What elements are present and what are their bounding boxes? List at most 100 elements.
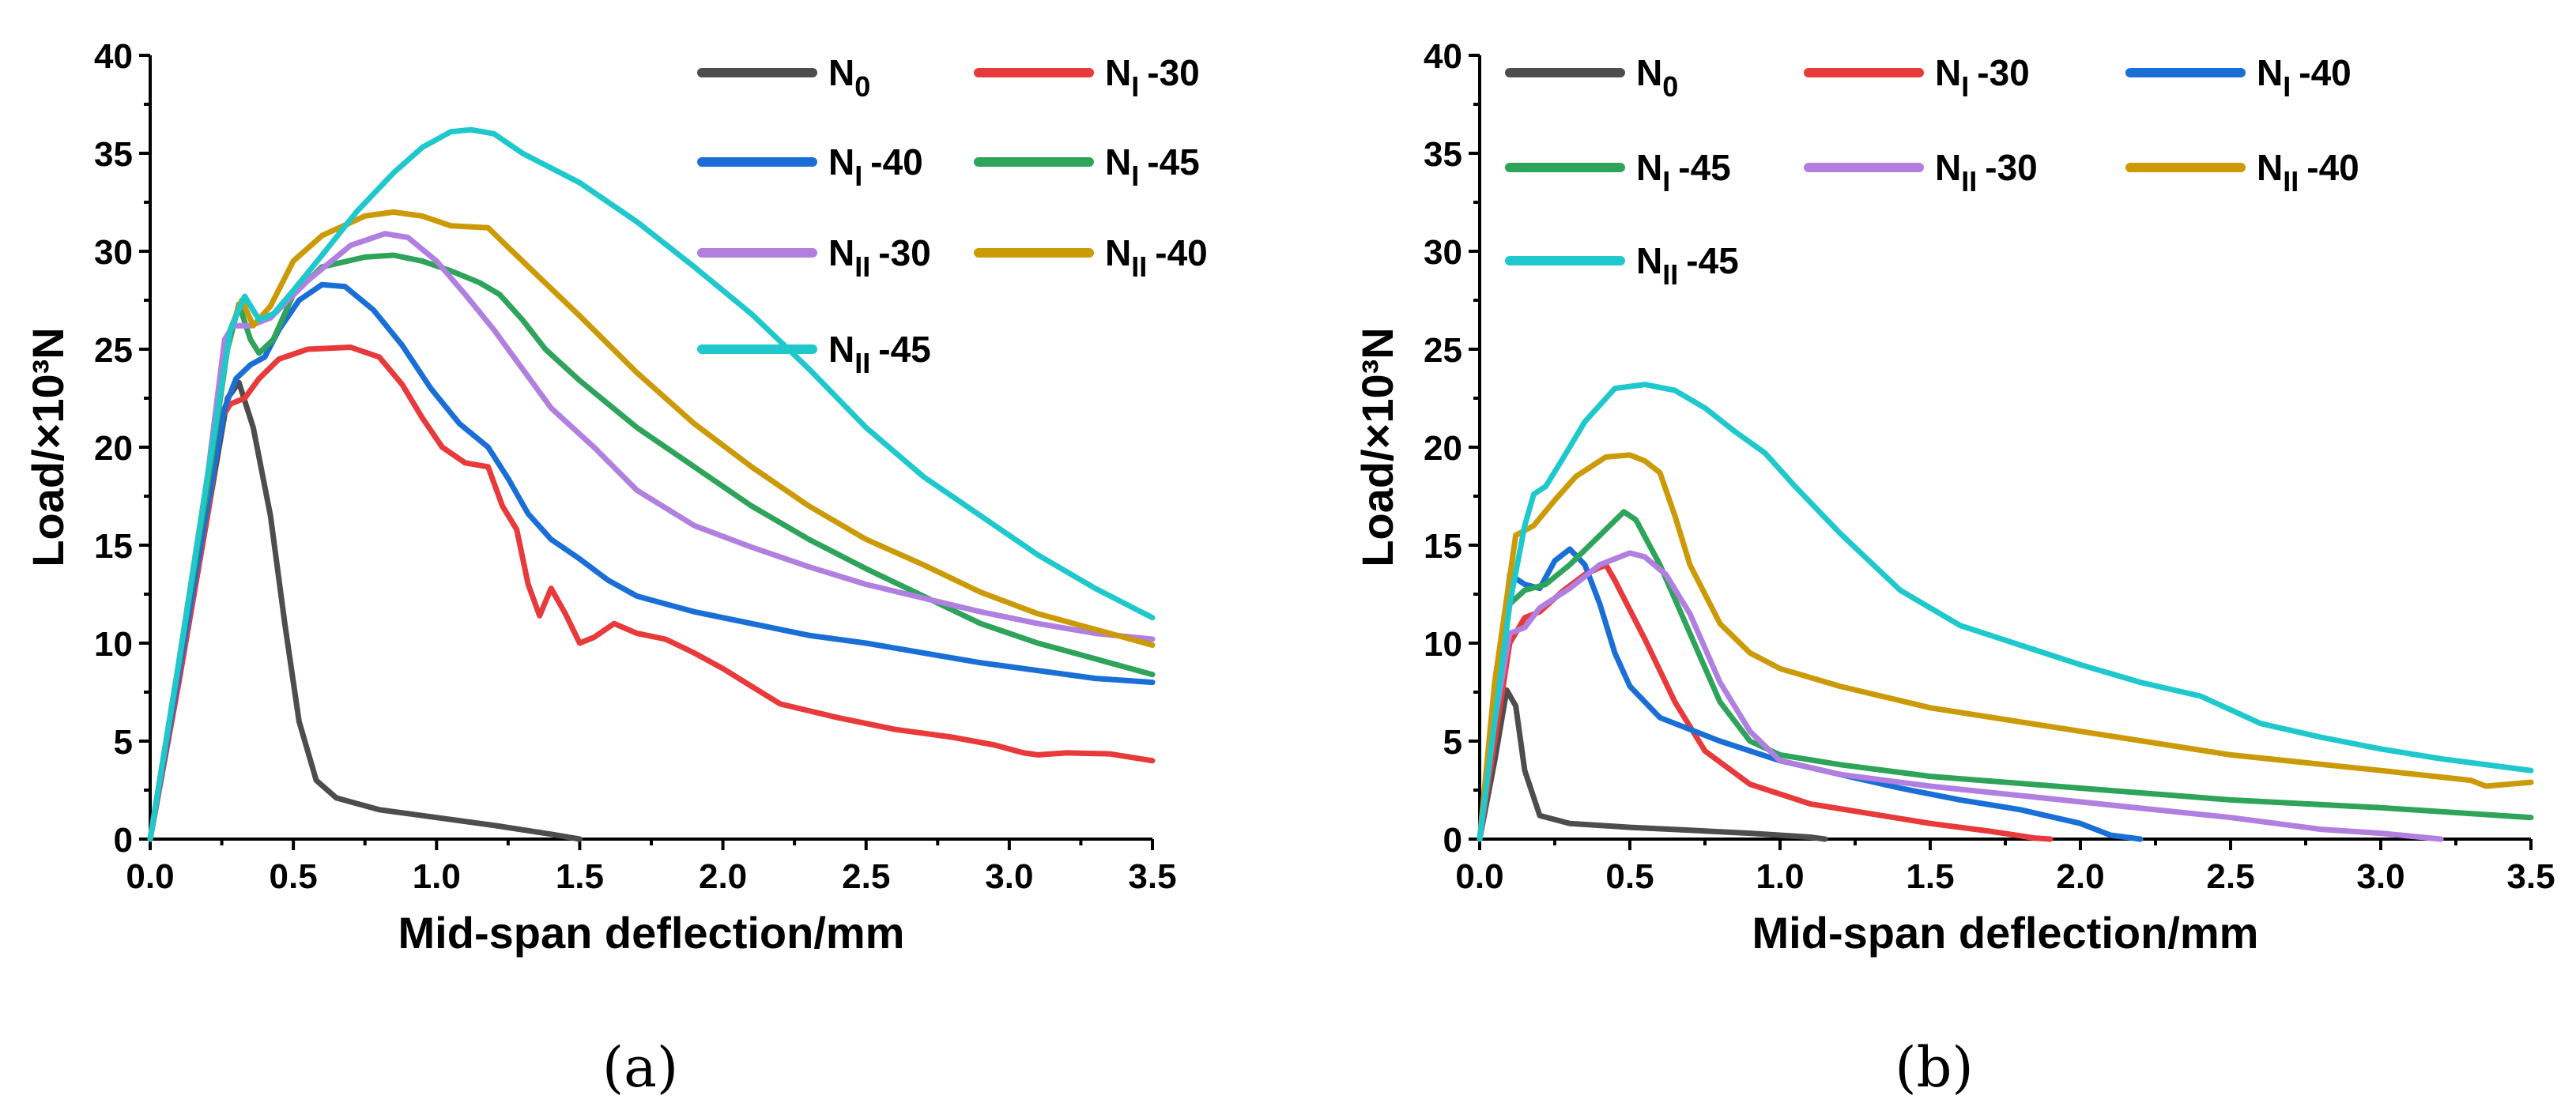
x-tick-label: 1.5 xyxy=(1906,857,1954,896)
series-line-ni-40 xyxy=(147,281,1156,842)
y-tick-label: 15 xyxy=(1424,527,1462,566)
x-tick-label: 0.0 xyxy=(126,857,174,896)
legend-label-main: N xyxy=(1105,141,1131,183)
legend-label-main: N xyxy=(1935,52,1961,93)
x-tick-label: 3.5 xyxy=(1128,857,1176,896)
x-tick-label: 2.5 xyxy=(842,857,890,896)
y-tick-label: 0 xyxy=(1443,821,1462,860)
legend-item: NII -30 xyxy=(1804,147,2038,198)
chart-panel-a: 0.0 0.5 1.0 1.5 2.0 2.5 3.0 3.5 0 5 10 15 20 25 30 35 40… xyxy=(23,37,1208,1100)
series-line-ni-30 xyxy=(1477,562,2054,842)
legend-label-sub: 0 xyxy=(854,70,870,103)
legend-label: NII -40 xyxy=(1105,232,1208,283)
legend-label: NII -45 xyxy=(1636,240,1739,291)
legend-label-main: N xyxy=(1636,52,1662,93)
legend-label: NI -45 xyxy=(1105,141,1200,192)
legend-label: N0 xyxy=(828,52,870,103)
legend-label-main: N xyxy=(2257,147,2283,188)
legend-item: NII -40 xyxy=(2125,147,2359,198)
legend-label: N0 xyxy=(1636,52,1678,103)
legend-label-sub: II xyxy=(854,347,870,379)
legend-item: NII -30 xyxy=(697,232,931,283)
series-line-nii-45 xyxy=(147,126,1156,842)
legend-item: NI -40 xyxy=(697,141,923,192)
legend-item: NI -30 xyxy=(1804,52,2030,103)
x-tick-label: 2.0 xyxy=(699,857,747,896)
y-tick-label: 30 xyxy=(94,233,133,272)
y-tick-label: 35 xyxy=(94,135,133,174)
x-tick-label: 1.5 xyxy=(556,857,604,896)
y-tick-label: 15 xyxy=(94,527,133,566)
series-line-nii-30 xyxy=(147,231,1156,842)
y-tick-label: 40 xyxy=(94,37,133,76)
legend-label-suffix: -45 xyxy=(1678,147,1730,188)
legend-item: N0 xyxy=(697,52,870,103)
x-tick-label: 1.0 xyxy=(413,857,461,896)
legend-label: NI -40 xyxy=(828,141,923,192)
legend-label: NI -30 xyxy=(1935,52,2030,103)
legend-label: NII -30 xyxy=(1935,147,2038,198)
legend-label-suffix: -45 xyxy=(1147,141,1199,183)
series-line-ni-30 xyxy=(147,344,1156,842)
y-tick-label: 25 xyxy=(1424,331,1462,370)
legend-item: NI -40 xyxy=(2125,52,2352,103)
x-tick-label: 1.0 xyxy=(1756,857,1804,896)
series-line-nii-45 xyxy=(1477,382,2534,842)
legend-label-suffix: -40 xyxy=(1155,232,1207,273)
legend-label-sub: I xyxy=(1662,165,1670,198)
panel-label: (b) xyxy=(1895,1035,1973,1100)
y-tick-label: 20 xyxy=(94,429,133,468)
legend-label-main: N xyxy=(828,232,854,273)
y-tick-label: 35 xyxy=(1424,135,1462,174)
legend-label-sub: I xyxy=(1131,160,1139,192)
legend-item: N0 xyxy=(1505,52,1678,103)
x-tick-label: 3.0 xyxy=(985,857,1033,896)
y-tick-label: 10 xyxy=(1424,625,1462,664)
legend-label-suffix: -30 xyxy=(1985,147,2037,188)
legend-label-suffix: -40 xyxy=(2306,147,2359,188)
legend-label-sub: II xyxy=(1961,165,1977,198)
legend-label-main: N xyxy=(1636,147,1662,188)
y-tick-label: 20 xyxy=(1424,429,1462,468)
y-axis-title: Load/×10³N xyxy=(1352,327,1402,567)
legend-label-suffix: -45 xyxy=(878,329,930,370)
legend-item: NI -45 xyxy=(974,141,1200,192)
legend-label-sub: II xyxy=(1131,250,1147,283)
x-tick-label: 2.0 xyxy=(2056,857,2104,896)
legend-label: NI -40 xyxy=(2257,52,2352,103)
x-axis-title: Mid-span deflection/mm xyxy=(1752,908,2259,958)
legend-label-sub: I xyxy=(2283,70,2291,103)
legend-label-main: N xyxy=(1935,147,1961,188)
series-line-nii-40 xyxy=(1477,452,2534,842)
x-tick-label: 0.5 xyxy=(1605,857,1654,896)
legend-label-sub: 0 xyxy=(1662,70,1678,103)
y-axis-title: Load/×10³N xyxy=(23,327,73,567)
series-line-ni-40 xyxy=(1477,546,2144,842)
y-tick-label: 0 xyxy=(114,821,133,860)
legend-item: NII -45 xyxy=(1505,240,1739,291)
legend-label-main: N xyxy=(2257,52,2283,93)
chart-panel-b: 0.0 0.5 1.0 1.5 2.0 2.5 3.0 3.5 0 5 10 15 20 25 30 35 40… xyxy=(1352,37,2555,1100)
legend-label-main: N xyxy=(828,52,854,93)
legend-item: NII -45 xyxy=(697,329,931,379)
legend-label-sub: II xyxy=(854,250,870,283)
legend-label-suffix: -40 xyxy=(2299,52,2351,93)
y-tick-label: 25 xyxy=(94,331,133,370)
legend-item: NI -45 xyxy=(1505,147,1731,198)
series-line-ni-45 xyxy=(147,252,1156,842)
series-line-nii-30 xyxy=(1477,550,2444,842)
legend-item: NI -30 xyxy=(974,52,1200,103)
legend-label-sub: II xyxy=(1662,258,1678,291)
legend-label: NII -30 xyxy=(828,232,931,283)
legend-label-main: N xyxy=(1105,232,1131,273)
legend-label: NI -30 xyxy=(1105,52,1200,103)
legend-label-suffix: -30 xyxy=(878,232,930,273)
legend-item: NII -40 xyxy=(974,232,1208,283)
legend-label-main: N xyxy=(828,329,854,370)
series-line-n0 xyxy=(1477,687,1828,842)
legend-label-suffix: -30 xyxy=(1977,52,2029,93)
y-tick-label: 40 xyxy=(1424,37,1462,76)
y-tick-label: 5 xyxy=(1443,723,1462,762)
legend-label: NII -45 xyxy=(828,329,931,379)
